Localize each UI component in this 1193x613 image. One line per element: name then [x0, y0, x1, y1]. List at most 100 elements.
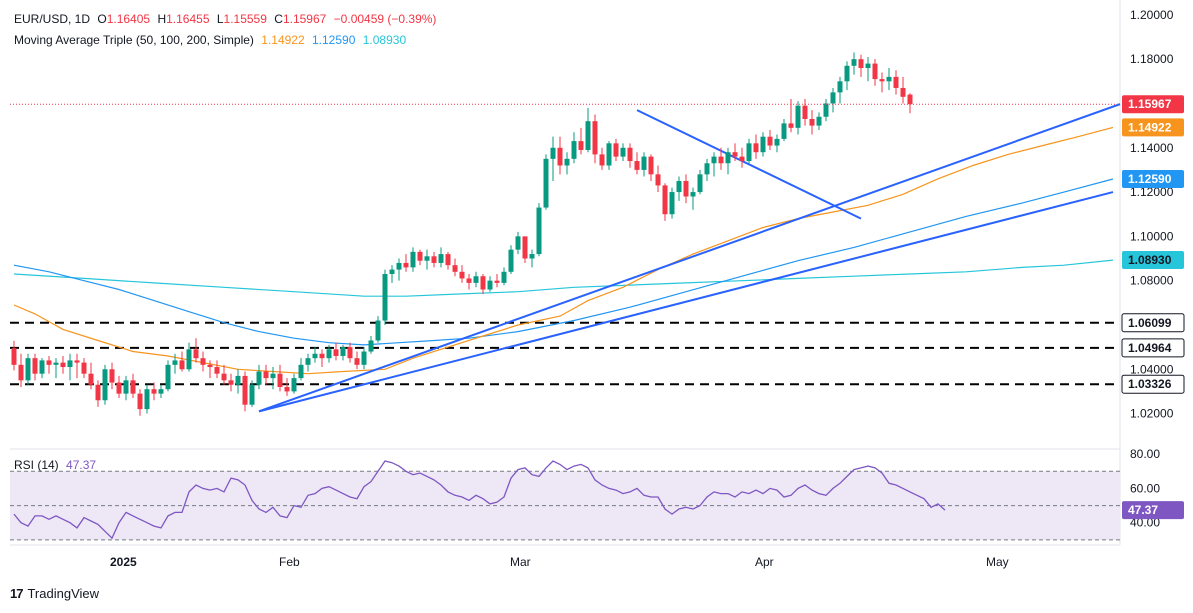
- candle-body: [389, 269, 395, 275]
- ma-label[interactable]: Moving Average Triple (50, 100, 200, Sim…: [14, 33, 254, 47]
- candle-body: [305, 358, 311, 365]
- tradingview-logo-icon: 17: [10, 586, 24, 601]
- candle: [753, 134, 759, 159]
- rsi-axis[interactable]: 80.00 60.00 40.00: [1130, 447, 1160, 530]
- candle-body: [39, 360, 45, 374]
- candle-body: [242, 375, 248, 405]
- candle: [102, 364, 108, 405]
- candle: [585, 107, 591, 153]
- candle: [305, 353, 311, 372]
- candle: [515, 231, 521, 255]
- price-axis[interactable]: 1.20000 1.18000 1.14000 1.12000 1.10000 1.080…: [1130, 8, 1174, 421]
- candle-body: [466, 278, 472, 283]
- price-tag-level: 1.04964: [1121, 338, 1185, 358]
- price-tag-ma100-text: 1.12590: [1128, 172, 1172, 186]
- trendline[interactable]: [636, 109, 862, 220]
- candle-body: [767, 136, 773, 146]
- price-tick-label: 1.14000: [1130, 141, 1174, 155]
- candle-body: [753, 143, 759, 153]
- candle: [704, 158, 710, 181]
- candle-body: [53, 362, 59, 365]
- candle: [564, 152, 570, 175]
- symbol-label[interactable]: EUR/USD, 1D: [14, 12, 91, 26]
- candle: [207, 360, 213, 379]
- candle: [662, 183, 668, 221]
- trendline[interactable]: [258, 103, 1121, 413]
- time-axis[interactable]: 2025FebMarAprMayJunJul18: [110, 555, 1193, 569]
- trendline[interactable]: [258, 191, 1114, 413]
- candle: [11, 340, 17, 371]
- price-tag-ma200: 1.08930: [1122, 251, 1184, 270]
- close-value: 1.15967: [282, 12, 327, 26]
- candle-body: [25, 358, 31, 381]
- candle-body: [284, 386, 290, 392]
- candle: [711, 152, 717, 177]
- tradingview-logo[interactable]: 17 TradingView: [10, 586, 99, 601]
- candle-body: [102, 369, 108, 401]
- candle-body: [179, 360, 185, 370]
- candle-body: [417, 251, 423, 261]
- open-label: O: [97, 12, 107, 26]
- rsi-line: [13, 460, 946, 540]
- candle: [200, 351, 206, 372]
- low-label: L: [216, 12, 224, 26]
- candle-body: [158, 389, 164, 394]
- candle-body: [760, 136, 766, 153]
- candle: [655, 165, 661, 193]
- candle-body: [361, 351, 367, 365]
- candle: [172, 353, 178, 374]
- candle-body: [46, 360, 52, 365]
- candle: [123, 375, 129, 401]
- candle: [872, 59, 878, 86]
- candle-body: [886, 76, 892, 82]
- candle-body: [32, 358, 38, 374]
- candle: [641, 152, 647, 177]
- candle: [837, 76, 843, 104]
- candle: [193, 338, 199, 363]
- candle-body: [151, 389, 157, 394]
- rsi-label[interactable]: RSI (14): [14, 458, 59, 472]
- ma50-value: 1.14922: [261, 33, 305, 47]
- candle-body: [172, 360, 178, 365]
- trendlines[interactable]: [258, 103, 1121, 413]
- candle-body: [473, 276, 479, 283]
- candle-body: [396, 262, 402, 270]
- candle: [508, 245, 514, 275]
- price-tag-ma100-bg: [1122, 169, 1184, 188]
- candle-body: [347, 347, 353, 359]
- candle: [382, 269, 388, 325]
- candle: [277, 364, 283, 392]
- ma50-line: [13, 126, 1114, 375]
- candle: [893, 70, 899, 95]
- candle-body: [270, 373, 276, 379]
- candle: [417, 249, 423, 266]
- candle: [795, 101, 801, 135]
- candle: [375, 316, 381, 343]
- candle-body: [725, 152, 731, 164]
- candle-body: [578, 141, 584, 150]
- candle: [186, 342, 192, 372]
- candle-body: [109, 369, 115, 383]
- candle: [473, 271, 479, 288]
- candle: [130, 373, 136, 399]
- candle-body: [74, 360, 80, 363]
- candle-body: [620, 147, 626, 157]
- candle-body: [844, 65, 850, 82]
- candle: [389, 265, 395, 283]
- candle-body: [403, 262, 409, 268]
- candle-body: [67, 360, 73, 368]
- candle: [543, 154, 549, 210]
- price-tag-level-bg: [1121, 374, 1185, 394]
- candle: [676, 176, 682, 201]
- candle: [74, 353, 80, 379]
- candle-body: [256, 371, 262, 385]
- candle-body: [641, 156, 647, 170]
- time-tick-label: 2025: [110, 555, 137, 569]
- candle-body: [193, 349, 199, 359]
- candle-body: [340, 347, 346, 356]
- candle: [879, 72, 885, 93]
- candle-body: [60, 362, 66, 368]
- candle: [725, 147, 731, 175]
- candle-body: [438, 254, 444, 263]
- candle: [501, 267, 507, 286]
